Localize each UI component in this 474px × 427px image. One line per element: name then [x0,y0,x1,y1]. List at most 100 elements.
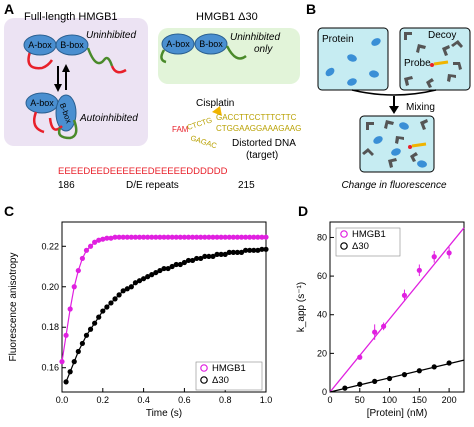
data-point [83,247,90,253]
data-point [194,234,200,240]
data-point [218,251,224,257]
plot-frame [61,221,267,393]
data-point [181,259,187,266]
equilibrium-arrows-icon [54,64,70,92]
dna-top-strand: GACCTTCCTTTCTTC [216,113,297,122]
data-point [173,234,179,240]
data-point [416,267,422,273]
legend-marker [340,230,348,238]
data-point [255,247,261,253]
data-point [108,300,114,306]
data-point [218,234,224,240]
data-point [381,323,387,329]
data-point [63,332,69,338]
b-box-label: B-box [60,40,84,50]
d30-linker [225,45,247,60]
data-point [165,234,171,240]
fit-line [329,359,465,393]
dna-bottom-strand: CTGGAAGGAAAGAAG [216,124,301,133]
data-point [79,340,85,347]
data-point [259,246,265,252]
data-point [96,314,102,320]
data-point [169,234,175,240]
data-point [100,236,106,242]
x-axis-label: Time (s) [146,408,182,419]
n-tail-2 [33,111,45,134]
data-point [120,234,126,240]
data-point [259,234,265,240]
data-point [128,284,134,290]
panel-letter-b: B [306,1,316,17]
d30-b-box-shape [194,33,228,55]
data-point [251,247,257,253]
full-length-title: Full-length HMGB1 [24,11,118,23]
y-tick-label: 0.20 [41,282,59,292]
fam-label: FAM [172,125,189,134]
data-point [386,375,393,382]
data-point [169,263,175,270]
dna-caption: Distorted DNA [232,138,296,149]
data-point [71,359,77,365]
autoinhibited-diagram: A-box B-box [25,92,78,140]
a-box-label: A-box [28,40,52,50]
data-point [165,265,171,272]
data-point [136,278,143,284]
data-point [202,234,208,240]
y-tick-label: 0 [322,387,327,397]
legend-label: HMGB1 [352,229,386,240]
x-tick-label: 0.0 [56,395,69,405]
data-point [92,239,98,245]
cisplatin-label: Cisplatin [196,98,234,109]
decoy-label: Decoy [428,30,456,41]
x-tick-label: 0.8 [219,395,232,405]
dna-caption-2: (target) [246,150,278,161]
data-point [177,234,183,240]
legend-label: Δ30 [212,375,229,386]
data-point [210,253,216,260]
d30-a-box-label: A-box [166,39,190,49]
x-axis-label: [Protein] (nM) [367,408,428,419]
data-point [136,234,143,240]
mixed-box [359,115,435,173]
data-point [157,267,163,274]
data-point [79,255,85,262]
data-point [357,354,363,360]
d30-n-tail [160,49,167,64]
data-point [226,249,232,255]
y-axis-label: Fluorescence anisotropy [8,253,19,362]
x-tick-label: 150 [412,395,427,405]
data-point [87,243,94,249]
linker-green-2 [57,119,78,140]
y-tick-label: 0.16 [41,363,59,373]
y-tick-label: 0.22 [41,241,59,251]
de-start: 186 [58,180,75,191]
x-tick-label: 0.6 [178,395,191,405]
data-point [202,253,208,260]
data-point [251,234,257,240]
data-point [161,265,167,272]
decoy-molecules [404,32,463,88]
y-axis-label: k_app (s⁻¹) [296,282,307,332]
data-point [92,320,98,326]
x-tick-label: 50 [355,395,365,405]
data-point [59,359,65,365]
x-tick-label: 1.0 [260,395,273,405]
data-point [206,253,212,260]
chart-d: 0 50 100 150 200 0 20 40 60 80 [Protein] (nM) k_app… [296,221,465,419]
acidic-tail [110,65,127,74]
data-point [372,378,378,384]
linker-green [86,47,114,67]
b-box-shape [55,34,89,56]
data-point [128,234,134,240]
data-point [255,234,261,240]
data-point [112,234,118,240]
data-point [145,274,151,280]
chart-c: 0.0 0.2 0.4 0.6 0.8 1.0 0.16 0.18 0.20 0.22 Time (… [8,221,273,419]
data-point [87,326,94,332]
data-point [214,234,220,240]
data-point [234,234,241,240]
data-point [116,292,122,298]
legend-label: Δ30 [352,241,369,252]
data-point [263,234,269,240]
